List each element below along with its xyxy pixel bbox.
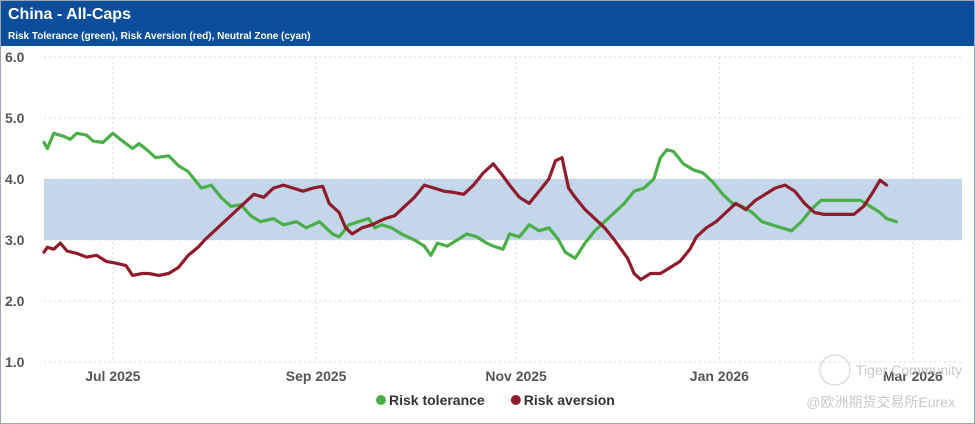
legend-label: Risk aversion <box>524 392 615 408</box>
x-tick-label: Mar 2026 <box>883 368 943 384</box>
y-tick-label: 5.0 <box>5 110 25 126</box>
series-line-risk-tolerance <box>42 131 898 260</box>
legend-marker-risk-aversion <box>510 395 521 405</box>
watermark-line-1: Tiger Community <box>856 362 962 378</box>
x-tick-label: Jan 2026 <box>690 368 749 384</box>
y-tick-label: 4.0 <box>5 171 25 187</box>
neutral-zone-band <box>44 179 962 240</box>
chart-title: China - All-Caps <box>8 6 131 23</box>
legend-label: Risk tolerance <box>389 392 485 408</box>
tiger-logo-icon <box>819 354 851 386</box>
watermark-line-2: @欧洲期货交易所Eurex <box>806 394 955 410</box>
y-tick-label: 6.0 <box>5 49 25 65</box>
x-tick-label: Nov 2025 <box>485 368 547 384</box>
legend-marker-risk-tolerance <box>376 395 386 405</box>
x-tick-label: Jul 2025 <box>85 368 140 384</box>
chart-header: China - All-Caps Risk Tolerance (green),… <box>1 1 974 46</box>
chart-subtitle: Risk Tolerance (green), Risk Aversion (r… <box>8 31 311 42</box>
y-tick-label: 2.0 <box>5 293 25 309</box>
y-tick-label: 3.0 <box>5 232 25 248</box>
x-tick-label: Sep 2025 <box>286 368 347 384</box>
y-tick-label: 1.0 <box>5 354 25 370</box>
series-line-risk-aversion <box>42 156 889 282</box>
